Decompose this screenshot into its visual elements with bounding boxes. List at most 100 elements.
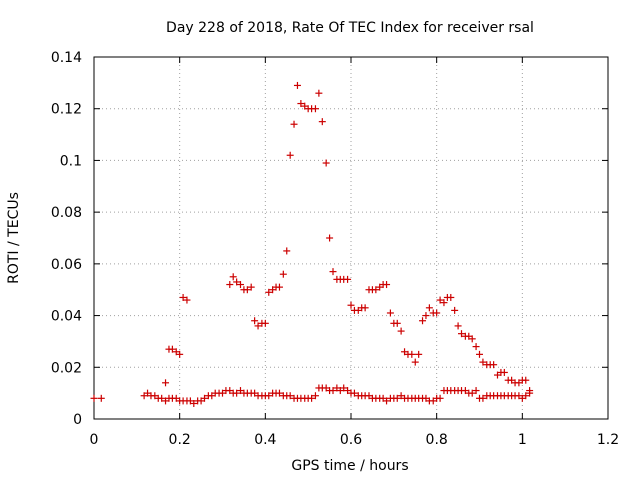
data-point: [411, 358, 419, 366]
data-point: [419, 317, 427, 325]
y-tick-label: 0.1: [60, 153, 82, 169]
data-point: [393, 394, 401, 402]
data-point: [254, 322, 262, 330]
data-point: [243, 286, 251, 294]
data-point: [233, 278, 241, 286]
data-point: [97, 394, 105, 402]
data-point: [436, 296, 444, 304]
y-tick-label: 0.08: [51, 205, 82, 221]
data-point: [340, 384, 348, 392]
data-point: [372, 286, 380, 294]
data-point: [297, 100, 305, 108]
y-tick-label: 0.14: [51, 50, 82, 66]
data-point: [329, 387, 337, 395]
data-point: [347, 301, 355, 309]
data-point: [526, 387, 534, 395]
data-point: [490, 361, 498, 369]
x-axis-label: GPS time / hours: [291, 458, 408, 474]
data-point: [425, 304, 433, 312]
data-point: [344, 275, 352, 283]
data-point: [190, 399, 198, 407]
grid-lines: [94, 57, 608, 419]
x-tick-label: 1.2: [597, 432, 619, 448]
data-point: [397, 327, 405, 335]
data-point: [233, 389, 241, 397]
x-tick-label: 1: [518, 432, 527, 448]
data-point: [279, 270, 287, 278]
data-point: [176, 350, 184, 358]
data-point: [229, 273, 237, 281]
data-point: [472, 343, 480, 351]
data-point: [265, 288, 273, 296]
data-point: [479, 358, 487, 366]
x-tick-label: 0.4: [254, 432, 276, 448]
data-point: [201, 394, 209, 402]
data-point: [293, 81, 301, 89]
data-point: [440, 299, 448, 307]
x-tick-label: 0.6: [340, 432, 362, 448]
data-point: [408, 350, 416, 358]
data-points: [90, 81, 534, 407]
data-point: [458, 330, 466, 338]
data-point: [236, 281, 244, 289]
data-point: [168, 345, 176, 353]
data-point: [275, 389, 283, 397]
data-point: [436, 394, 444, 402]
x-tick-label: 0: [90, 432, 99, 448]
data-point: [522, 392, 530, 400]
data-point: [415, 350, 423, 358]
data-point: [422, 312, 430, 320]
data-point: [393, 319, 401, 327]
data-point: [162, 379, 170, 387]
data-point: [468, 335, 476, 343]
chart-title: Day 228 of 2018, Rate Of TEC Index for r…: [166, 20, 534, 36]
data-point: [500, 368, 508, 376]
y-tick-labels: 0 0.02 0.04 0.06 0.08 0.1 0.12 0.14: [51, 50, 82, 428]
data-point: [322, 159, 330, 167]
data-point: [251, 317, 259, 325]
data-point: [311, 105, 319, 113]
x-tick-label: 0.2: [169, 432, 191, 448]
data-point: [361, 304, 369, 312]
data-point: [179, 293, 187, 301]
data-point: [283, 247, 291, 255]
data-point: [476, 350, 483, 358]
data-point: [261, 319, 269, 327]
data-point: [226, 281, 234, 289]
data-point: [329, 268, 337, 276]
data-point: [454, 322, 462, 330]
data-point: [158, 394, 166, 402]
data-point: [350, 389, 358, 397]
data-point: [308, 394, 316, 402]
data-point: [479, 394, 487, 402]
y-axis-label: ROTI / TECUs: [6, 192, 22, 284]
data-point: [383, 397, 391, 405]
data-point: [326, 234, 334, 242]
data-point: [447, 293, 455, 301]
data-point: [311, 392, 319, 400]
y-tick-label: 0.12: [51, 102, 82, 118]
data-point: [90, 394, 98, 402]
data-point: [183, 296, 191, 304]
y-tick-label: 0.02: [51, 360, 82, 376]
data-point: [290, 120, 298, 128]
data-point: [286, 392, 294, 400]
x-tick-label: 0.8: [426, 432, 448, 448]
x-tick-labels: 0 0.2 0.4 0.6 0.8 1 1.2: [90, 432, 620, 448]
data-point: [383, 281, 391, 289]
data-point: [522, 376, 530, 384]
data-point: [318, 118, 326, 126]
data-point: [275, 283, 283, 291]
data-point: [286, 151, 294, 159]
data-point: [472, 387, 480, 395]
y-tick-label: 0: [73, 412, 82, 428]
data-point: [451, 306, 459, 314]
data-point: [315, 89, 323, 97]
data-point: [433, 309, 441, 317]
y-tick-label: 0.06: [51, 257, 82, 273]
data-point: [265, 392, 273, 400]
data-point: [386, 309, 394, 317]
y-tick-label: 0.04: [51, 309, 82, 325]
data-point: [468, 389, 476, 397]
